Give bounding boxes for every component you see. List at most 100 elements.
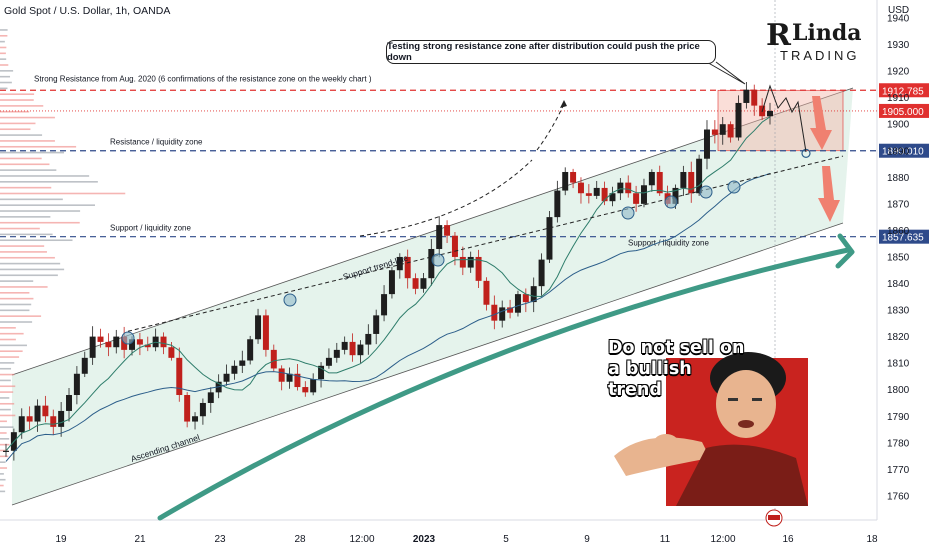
volume-profile-bar	[0, 385, 16, 388]
candle-body	[373, 315, 380, 334]
volume-profile-bar	[0, 134, 43, 136]
volume-profile-bar	[0, 70, 14, 72]
candle-body	[34, 405, 41, 422]
x-tick-label: 16	[782, 534, 794, 545]
meme-caption: Do not sell on a bullish trend	[608, 338, 744, 401]
touch-point-circle	[699, 185, 713, 199]
volume-profile-bar	[0, 192, 126, 195]
volume-profile-bar	[0, 40, 5, 43]
candle-body	[609, 193, 616, 202]
volume-profile-bar	[0, 227, 40, 230]
volume-profile-bar	[0, 99, 34, 101]
candle-body	[593, 187, 600, 196]
support-trendline	[127, 155, 844, 332]
callout-text: Testing strong resistance zone after dis…	[387, 41, 700, 63]
candle-body	[58, 410, 65, 427]
volume-profile-bar	[0, 87, 8, 90]
x-tick-label: 28	[294, 534, 306, 545]
candle-body	[735, 102, 742, 138]
candle-body	[349, 341, 356, 356]
channel-lower-line	[11, 222, 844, 506]
tv-flag-icon-bar	[768, 515, 780, 520]
candle-body	[767, 110, 773, 117]
candle-body	[680, 171, 687, 188]
candle-body	[239, 360, 246, 366]
volume-profile-bar	[0, 408, 11, 411]
touch-point-circle	[283, 293, 297, 307]
currency-label: USD	[888, 5, 910, 16]
volume-profile-bar	[0, 362, 15, 364]
price-tag-label: 1890.010	[882, 147, 924, 158]
candle-body	[459, 256, 466, 268]
candle-body	[136, 339, 143, 345]
volume-profile-bar	[0, 414, 16, 417]
candle-body	[357, 344, 364, 356]
volume-profile-bar	[0, 75, 11, 78]
y-tick-label: 1790	[887, 412, 910, 423]
candle-body	[325, 357, 332, 366]
volume-profile-bar	[0, 484, 4, 487]
zigzag-path	[761, 84, 807, 153]
candle-body	[66, 395, 73, 411]
candle-body	[333, 349, 340, 358]
candle-body	[396, 256, 403, 271]
projection-path-1	[359, 159, 533, 237]
touch-point-circle	[664, 195, 678, 209]
candle-body	[365, 333, 372, 345]
volume-profile-bar	[0, 420, 7, 423]
y-tick-label: 1890	[887, 146, 910, 157]
candle-body	[381, 294, 388, 316]
brand-logo: R Linda TRADING	[766, 18, 862, 66]
candle-body	[475, 256, 482, 281]
candle-body	[388, 270, 395, 295]
volume-profile-bar	[0, 367, 12, 370]
candle-body	[302, 387, 309, 393]
candle-body	[18, 416, 25, 433]
candle-body	[113, 336, 120, 348]
volume-profile-bar	[0, 245, 45, 247]
volume-profile-bar	[0, 379, 11, 382]
symbol-title: Gold Spot / U.S. Dollar, 1h, OANDA	[4, 5, 171, 17]
volume-profile-bar	[0, 321, 33, 323]
volume-profile-bar	[0, 315, 42, 317]
price-tag-bg	[879, 229, 929, 244]
y-tick-label: 1880	[887, 173, 910, 184]
volume-profile-bar	[0, 274, 58, 277]
meme-caption-line3: trend	[608, 380, 662, 400]
meme-image: Do not sell on a bullish trend	[606, 338, 808, 506]
x-tick-label: 12:00	[710, 534, 735, 545]
bullish-arrowhead	[835, 233, 855, 269]
price-tag-bg	[879, 83, 929, 98]
volume-profile-bar	[0, 169, 57, 171]
price-level-caption: Resistance / liquidity zone	[110, 138, 203, 147]
callout-pointer	[704, 60, 746, 85]
candle-body	[656, 171, 663, 194]
volume-profile-bar	[0, 332, 24, 335]
y-tick-label: 1900	[887, 120, 910, 131]
bullish-trend-arrow	[157, 247, 851, 521]
price-tag-bg	[879, 143, 929, 158]
y-tick-label: 1850	[887, 252, 910, 263]
volume-profile-bar	[0, 467, 8, 469]
support-zone-caption: Support / liquidity zone	[628, 239, 709, 248]
logo-mark: R	[766, 18, 791, 53]
volume-profile-bar	[0, 478, 6, 481]
down-arrow-2	[818, 166, 840, 222]
volume-profile-bar	[0, 426, 14, 428]
candle-body	[412, 278, 419, 289]
y-tick-label: 1760	[887, 491, 910, 502]
volume-profile-bar	[0, 210, 81, 212]
candle-body	[625, 182, 632, 194]
candle-body	[270, 349, 277, 369]
y-tick-label: 1810	[887, 359, 910, 370]
volume-profile-bar	[0, 402, 15, 405]
volume-profile-bar	[0, 181, 98, 183]
candle-body	[483, 280, 490, 305]
candle-body	[176, 357, 183, 396]
volume-profile-bar	[0, 151, 65, 154]
channel-upper-line	[11, 87, 854, 376]
price-tag-bg	[879, 103, 929, 118]
y-tick-label: 1860	[887, 226, 910, 237]
candle-body	[530, 286, 537, 303]
volume-profile-bar	[0, 46, 7, 49]
